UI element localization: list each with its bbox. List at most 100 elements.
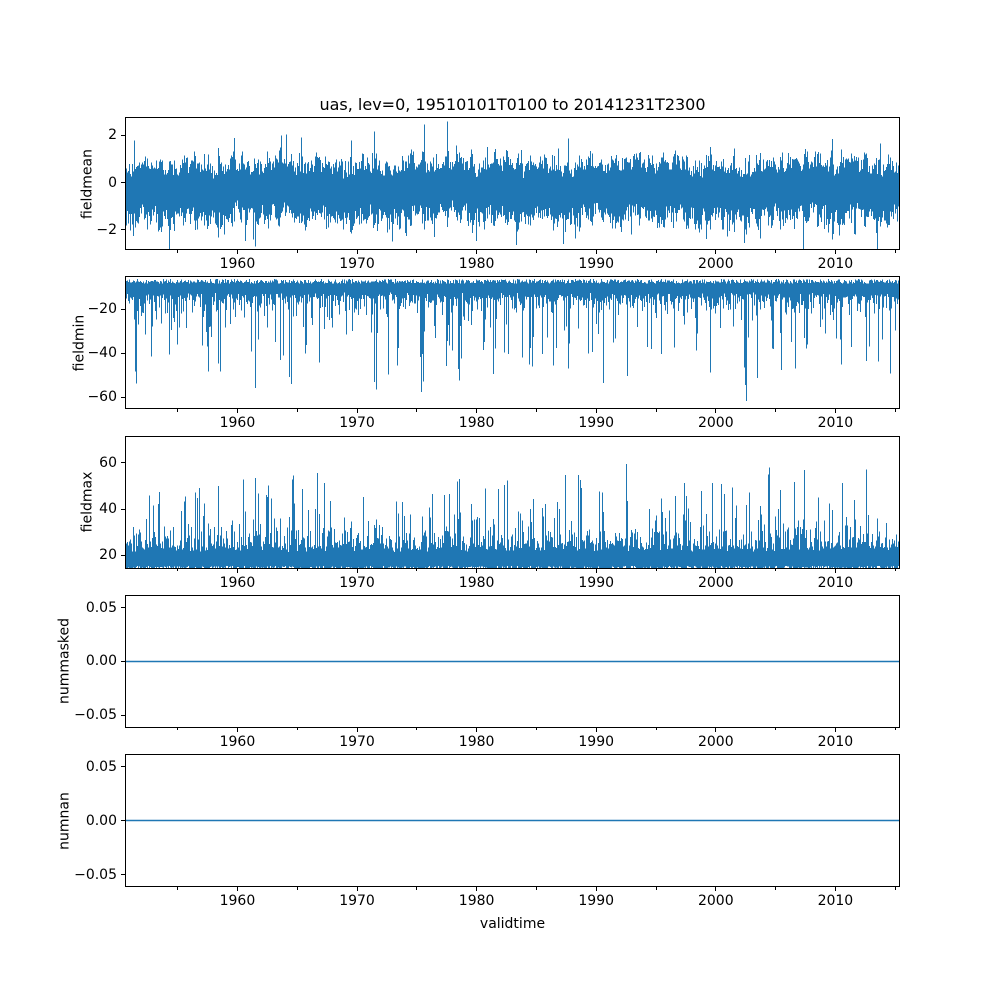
x-minor-tick: [296, 727, 298, 731]
series-nummasked: [126, 660, 899, 663]
y-tick: [121, 508, 125, 510]
x-tick-label: 1990: [578, 256, 615, 272]
x-tick-label: 1960: [219, 574, 256, 591]
x-minor-tick: [535, 887, 537, 890]
y-tick: [121, 462, 125, 464]
y-tick-label: −0.05: [74, 866, 117, 883]
series-fieldmin: [126, 279, 899, 402]
y-tick-label: 40: [99, 501, 117, 518]
x-tick: [356, 727, 358, 732]
y-tick: [121, 134, 125, 136]
x-tick: [595, 887, 597, 892]
x-tick-label: 1970: [339, 893, 375, 910]
x-tick-label: 1970: [339, 415, 375, 432]
series-path-fieldmin: [126, 279, 899, 402]
x-tick: [715, 250, 717, 254]
x-minor-tick: [655, 250, 657, 253]
x-tick: [595, 409, 597, 414]
x-tick-label: 1990: [578, 415, 615, 432]
y-axis-label-fieldmin: fieldmin: [71, 314, 88, 372]
y-tick-label: 0: [108, 174, 117, 191]
x-tick: [834, 727, 836, 732]
x-minor-tick: [416, 409, 418, 412]
x-tick: [356, 887, 358, 892]
x-minor-tick: [894, 568, 896, 572]
x-minor-tick: [416, 250, 418, 253]
x-minor-tick: [894, 727, 896, 731]
x-tick: [236, 250, 238, 254]
x-minor-tick: [296, 568, 298, 572]
x-tick-label: 2010: [817, 256, 854, 272]
x-tick-label: 1970: [339, 733, 375, 750]
y-tick-label: 0.00: [85, 653, 117, 670]
y-tick-label: −0.05: [74, 707, 117, 724]
x-tick: [715, 568, 717, 573]
x-tick: [715, 409, 717, 414]
y-tick-label: −60: [87, 389, 117, 406]
x-tick-label: 2000: [697, 733, 734, 750]
x-tick-label: 2010: [817, 415, 854, 432]
y-axis-label-nummasked: nummasked: [56, 618, 73, 705]
y-tick: [121, 660, 125, 662]
x-minor-tick: [296, 250, 298, 253]
x-axis-label: validtime: [479, 916, 546, 932]
x-minor-tick: [894, 250, 896, 253]
x-tick: [356, 568, 358, 573]
x-tick-label: 1980: [458, 893, 495, 910]
x-tick: [476, 568, 478, 573]
x-tick: [236, 727, 238, 732]
x-tick-label: 2010: [817, 574, 854, 591]
axes-fieldmean: [125, 117, 900, 250]
x-tick: [834, 250, 836, 254]
x-minor-tick: [177, 250, 179, 253]
y-tick-label: −40: [87, 345, 117, 362]
x-tick: [356, 409, 358, 414]
x-minor-tick: [775, 887, 777, 890]
x-tick-label: 2000: [697, 893, 734, 910]
x-tick: [715, 887, 717, 892]
x-tick-label: 1960: [219, 733, 256, 750]
series-path-fieldmean: [126, 121, 899, 249]
y-tick: [121, 352, 125, 354]
y-tick: [121, 308, 125, 310]
x-minor-tick: [535, 250, 537, 253]
x-tick-label: 2000: [697, 574, 734, 591]
y-tick-label: −2: [96, 221, 117, 238]
x-tick: [476, 887, 478, 892]
x-tick-label: 1980: [458, 574, 495, 591]
x-tick: [595, 568, 597, 573]
x-minor-tick: [296, 887, 298, 890]
x-tick-label: 2010: [817, 733, 854, 750]
x-minor-tick: [416, 568, 418, 572]
plot-title: uas, lev=0, 19510101T0100 to 20141231T23…: [319, 95, 706, 114]
x-tick-label: 1990: [578, 893, 615, 910]
x-tick-label: 2000: [697, 415, 734, 432]
axes-fieldmax: [125, 435, 900, 569]
x-tick: [595, 727, 597, 732]
x-minor-tick: [775, 409, 777, 412]
y-tick-label: 20: [99, 547, 117, 564]
x-minor-tick: [655, 887, 657, 890]
y-tick: [121, 820, 125, 822]
y-tick: [121, 766, 125, 768]
x-tick-label: 1990: [578, 733, 615, 750]
x-minor-tick: [655, 727, 657, 731]
x-tick-label: 1960: [219, 415, 256, 432]
y-tick-label: −20: [87, 301, 117, 318]
x-tick-label: 2010: [817, 893, 854, 910]
x-minor-tick: [535, 409, 537, 412]
y-tick-label: 60: [99, 454, 117, 471]
x-tick: [834, 568, 836, 573]
x-tick: [476, 727, 478, 732]
x-minor-tick: [535, 568, 537, 572]
x-tick-label: 1990: [578, 574, 615, 591]
axes-nummasked: [125, 594, 900, 728]
x-tick-label: 1980: [458, 733, 495, 750]
y-tick-label: 0.00: [85, 812, 117, 829]
x-tick: [476, 409, 478, 414]
y-tick: [121, 714, 125, 716]
x-tick: [595, 250, 597, 254]
x-minor-tick: [894, 887, 896, 890]
y-tick: [121, 554, 125, 556]
y-tick-label: 0.05: [85, 758, 117, 775]
